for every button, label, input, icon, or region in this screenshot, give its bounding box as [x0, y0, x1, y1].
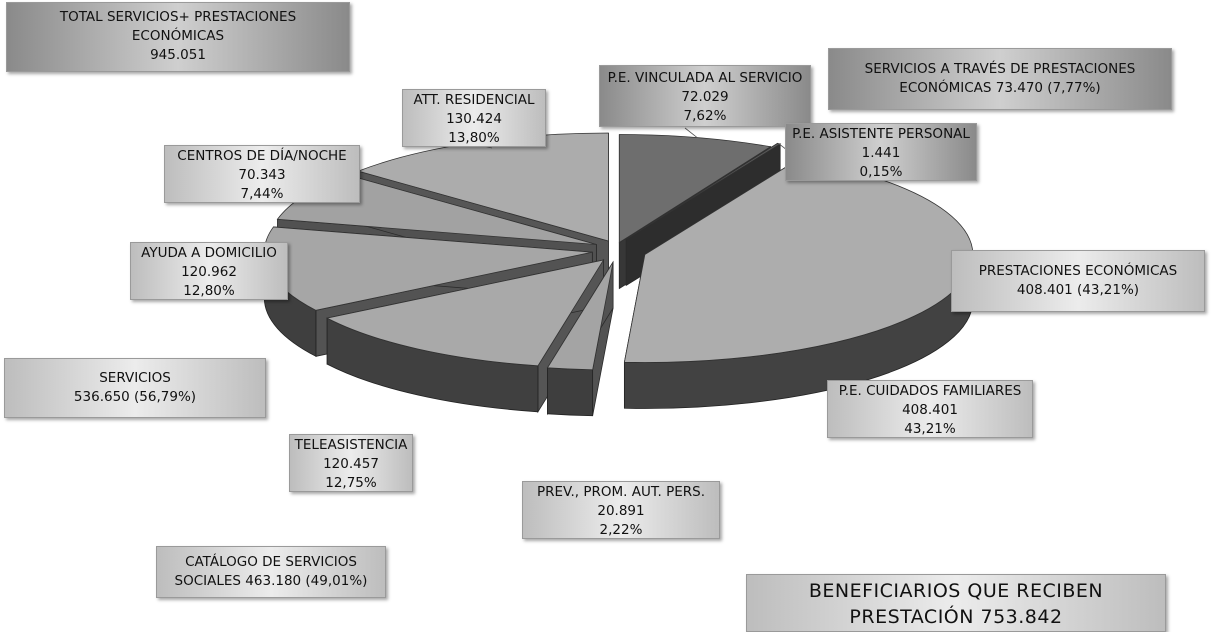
- slice-value: 408.401: [902, 402, 958, 418]
- slice-label-teleasistencia: TELEASISTENCIA 120.457 12,75%: [289, 434, 413, 492]
- slice-name: PREV., PROM. AUT. PERS.: [536, 484, 706, 500]
- slice-label-centros-dia: CENTROS DE DÍA/NOCHE 70.343 7,44%: [164, 145, 360, 203]
- slice-percent: 7,44%: [240, 186, 284, 202]
- slice-name: P.E. VINCULADA AL SERVICIO: [607, 70, 803, 86]
- total-summary-box: TOTAL SERVICIOS+ PRESTACIONES ECONÓMICAS…: [6, 2, 350, 72]
- slice-value: 120.457: [323, 456, 379, 472]
- beneficiarios-line1: BENEFICIARIOS QUE RECIBEN: [808, 580, 1104, 602]
- slice-value: 20.891: [597, 503, 645, 519]
- prestaciones-line2: 408.401 (43,21%): [1016, 282, 1140, 298]
- servicios-summary-box: SERVICIOS 536.650 (56,79%): [4, 358, 266, 418]
- beneficiarios-line2: PRESTACIÓN 753.842: [849, 606, 1063, 628]
- slice-percent: 43,21%: [904, 421, 956, 437]
- total-summary-line1: TOTAL SERVICIOS+ PRESTACIONES: [59, 9, 297, 25]
- slice-label-pe-vinculada: P.E. VINCULADA AL SERVICIO 72.029 7,62%: [599, 65, 811, 127]
- slice-name: CENTROS DE DÍA/NOCHE: [177, 148, 347, 164]
- prestaciones-line1: PRESTACIONES ECONÓMICAS: [978, 263, 1178, 279]
- slice-name: ATT. RESIDENCIAL: [413, 92, 535, 108]
- slice-value: 130.424: [446, 111, 502, 127]
- servicios-line1: SERVICIOS: [99, 370, 171, 386]
- prestaciones-summary-box: PRESTACIONES ECONÓMICAS 408.401 (43,21%): [951, 250, 1205, 312]
- slice-name: TELEASISTENCIA: [294, 437, 408, 453]
- leader-line: [684, 127, 698, 138]
- slice-value: 70.343: [238, 167, 286, 183]
- slice-name: AYUDA A DOMICILIO: [141, 245, 277, 261]
- slice-percent: 13,80%: [448, 130, 500, 146]
- servicios-line2: 536.650 (56,79%): [73, 389, 197, 405]
- servicios-pe-summary-box: SERVICIOS A TRAVÉS DE PRESTACIONES ECONÓ…: [828, 48, 1172, 110]
- slice-percent: 12,80%: [183, 283, 235, 299]
- slice-name: P.E. CUIDADOS FAMILIARES: [838, 383, 1022, 399]
- slice-percent: 2,22%: [599, 522, 643, 538]
- slice-label-att-residencial: ATT. RESIDENCIAL 130.424 13,80%: [402, 89, 546, 147]
- slice-p-e-vinculada-al-servicio: [618, 134, 772, 244]
- slice-value: 1.441: [861, 145, 901, 161]
- catalogo-line1: CATÁLOGO DE SERVICIOS: [185, 554, 357, 570]
- slice-value: 120.962: [181, 264, 237, 280]
- total-summary-line2: ECONÓMICAS: [131, 28, 225, 44]
- slice-prev-prom-aut-pers: [546, 261, 614, 371]
- slice-percent: 12,75%: [325, 475, 377, 491]
- beneficiarios-summary-box: BENEFICIARIOS QUE RECIBEN PRESTACIÓN 753…: [746, 574, 1166, 632]
- slice-teleasistencia: [325, 259, 605, 367]
- slice-percent: 7,62%: [683, 108, 727, 124]
- slice-label-pe-cuidados: P.E. CUIDADOS FAMILIARES 408.401 43,21%: [827, 380, 1033, 438]
- total-summary-value: 945.051: [150, 47, 206, 63]
- slice-name: P.E. ASISTENTE PERSONAL: [792, 126, 970, 142]
- servicios-pe-line2: ECONÓMICAS 73.470 (7,77%): [899, 80, 1101, 96]
- slice-label-ayuda-domicilio: AYUDA A DOMICILIO 120.962 12,80%: [130, 242, 288, 300]
- servicios-pe-line1: SERVICIOS A TRAVÉS DE PRESTACIONES: [864, 61, 1136, 77]
- slice-label-prev-prom: PREV., PROM. AUT. PERS. 20.891 2,22%: [522, 481, 720, 539]
- catalogo-summary-box: CATÁLOGO DE SERVICIOS SOCIALES 463.180 (…: [156, 546, 386, 598]
- slice-label-pe-asistente: P.E. ASISTENTE PERSONAL 1.441 0,15%: [785, 123, 977, 181]
- catalogo-line2: SOCIALES 463.180 (49,01%): [174, 573, 368, 589]
- slice-percent: 0,15%: [859, 164, 903, 180]
- slice-side-prev-prom-aut-pers: [547, 367, 594, 417]
- slice-value: 72.029: [681, 89, 729, 105]
